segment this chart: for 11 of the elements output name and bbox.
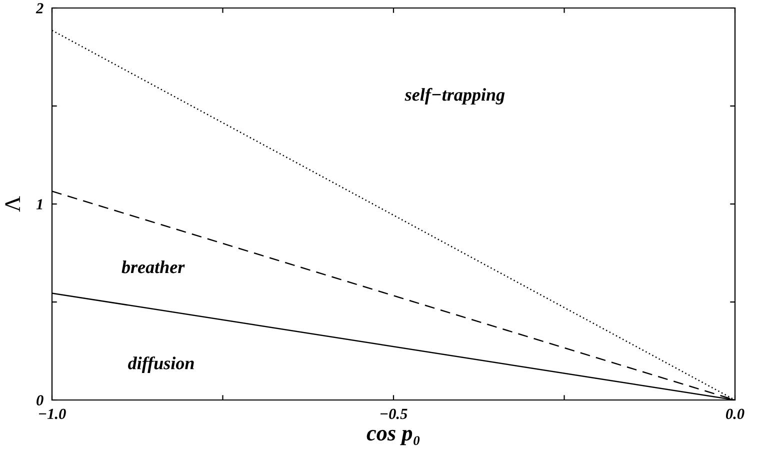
y-axis-title: Λ — [5, 196, 20, 212]
annotation: self−trapping — [404, 88, 505, 104]
x-tick-label: −0.5 — [380, 408, 408, 420]
annotation: diffusion — [128, 356, 194, 373]
x-tick-label: 0.0 — [726, 408, 744, 420]
x-tick-label: −1.0 — [39, 408, 66, 420]
x-axis-title: cos p₀ — [366, 430, 420, 446]
y-tick-label: 0 — [36, 395, 44, 406]
annotation: breather — [122, 260, 185, 274]
y-tick-label: 1 — [36, 199, 42, 210]
y-tick-label: 2 — [36, 3, 44, 14]
